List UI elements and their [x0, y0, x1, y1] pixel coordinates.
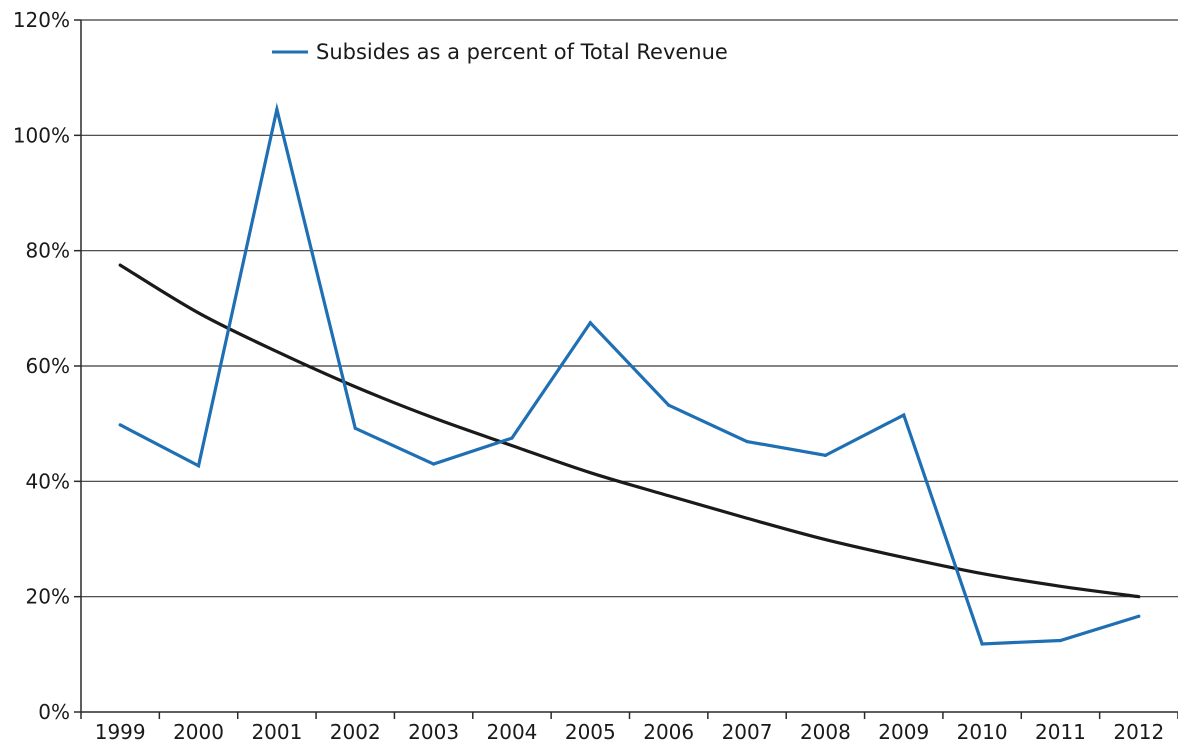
- data-point: [823, 453, 827, 457]
- data-point: [588, 321, 592, 325]
- x-tick-label: 2003: [408, 720, 459, 742]
- data-point: [902, 413, 906, 417]
- legend-label: Subsides as a percent of Total Revenue: [316, 40, 728, 64]
- y-tick-label: 120%: [13, 8, 70, 32]
- x-tick-label: 2008: [800, 720, 851, 742]
- y-tick-label: 0%: [38, 700, 70, 724]
- y-tick-label: 60%: [26, 354, 70, 378]
- data-point: [432, 462, 436, 466]
- x-tick-label: 2002: [330, 720, 381, 742]
- x-tick-label: 2004: [487, 720, 538, 742]
- x-tick-label: 2009: [878, 720, 929, 742]
- data-point: [510, 436, 514, 440]
- data-point: [1137, 614, 1141, 618]
- data-point: [745, 439, 749, 444]
- trendline-layer: [118, 263, 1141, 599]
- y-axis-ticks: 0% 20% 40% 60% 80% 100% 120%: [13, 8, 81, 724]
- x-tick-label: 2006: [643, 720, 694, 742]
- y-tick-label: 80%: [26, 239, 70, 263]
- x-tick-label: 2005: [565, 720, 616, 742]
- legend: Subsides as a percent of Total Revenue: [272, 40, 728, 64]
- x-tick-label: 2012: [1113, 720, 1164, 742]
- trendline: [118, 263, 1141, 599]
- gridlines: [81, 19, 1178, 598]
- data-point: [667, 403, 671, 407]
- x-tick-label: 2011: [1035, 720, 1086, 742]
- series-layer: [118, 102, 1141, 646]
- data-point: [980, 642, 984, 646]
- x-tick-label: 1999: [95, 720, 146, 742]
- data-point: [1058, 638, 1063, 643]
- data-point: [118, 423, 122, 427]
- x-axis-ticks: 1999 2000 2001 2002 2003 2004 2005 2006 2007 2008…: [80, 712, 1178, 742]
- x-tick-label: 2007: [722, 720, 773, 742]
- x-tick-label: 2000: [173, 720, 224, 742]
- x-tick-label: 2001: [251, 720, 302, 742]
- y-tick-label: 100%: [13, 123, 70, 147]
- data-point: [353, 426, 357, 430]
- y-tick-label: 20%: [26, 585, 70, 609]
- y-tick-label: 40%: [26, 469, 70, 493]
- x-tick-label: 2010: [957, 720, 1008, 742]
- data-point: [275, 107, 279, 111]
- data-point: [196, 464, 201, 468]
- series-line: [119, 102, 1140, 646]
